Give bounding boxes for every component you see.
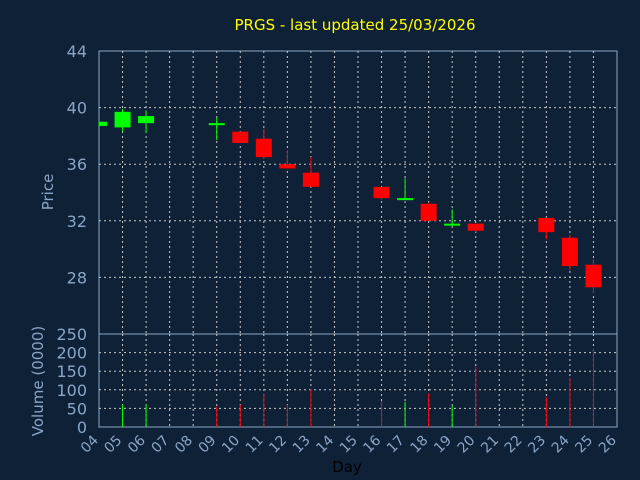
volume-axis-label: Volume (0000) bbox=[29, 326, 47, 436]
candle-body bbox=[538, 217, 555, 233]
candle-body bbox=[444, 223, 461, 226]
candle-body bbox=[208, 123, 225, 126]
chart-title: PRGS - last updated 25/03/2026 bbox=[235, 16, 476, 34]
candle-body bbox=[114, 111, 131, 128]
x-axis-label: Day bbox=[332, 458, 362, 476]
volume-tick-label: 0 bbox=[77, 418, 87, 437]
candle-body bbox=[302, 172, 319, 187]
candle-body bbox=[138, 116, 155, 124]
volume-tick-label: 250 bbox=[56, 325, 87, 344]
candle-body bbox=[585, 264, 602, 288]
candle-body bbox=[397, 198, 414, 201]
candle-body bbox=[373, 186, 390, 199]
volume-tick-label: 50 bbox=[67, 399, 87, 418]
candle-body bbox=[255, 138, 272, 158]
price-tick-label: 32 bbox=[67, 212, 87, 231]
price-tick-label: 40 bbox=[67, 99, 87, 118]
candle-body bbox=[420, 203, 437, 221]
candle-body bbox=[279, 164, 296, 169]
price-tick-label: 36 bbox=[67, 155, 87, 174]
price-tick-label: 28 bbox=[67, 268, 87, 287]
candle-body bbox=[99, 121, 107, 126]
candle-body bbox=[561, 237, 578, 267]
volume-tick-label: 200 bbox=[56, 344, 87, 363]
volume-tick-label: 100 bbox=[56, 381, 87, 400]
candle-body bbox=[467, 223, 484, 231]
volume-tick-label: 150 bbox=[56, 362, 87, 381]
price-panel: 28 32 36 40 44 bbox=[67, 42, 618, 335]
candle-body bbox=[232, 131, 249, 143]
price-axis-label: Price bbox=[39, 174, 57, 211]
price-tick-label: 44 bbox=[67, 42, 87, 61]
